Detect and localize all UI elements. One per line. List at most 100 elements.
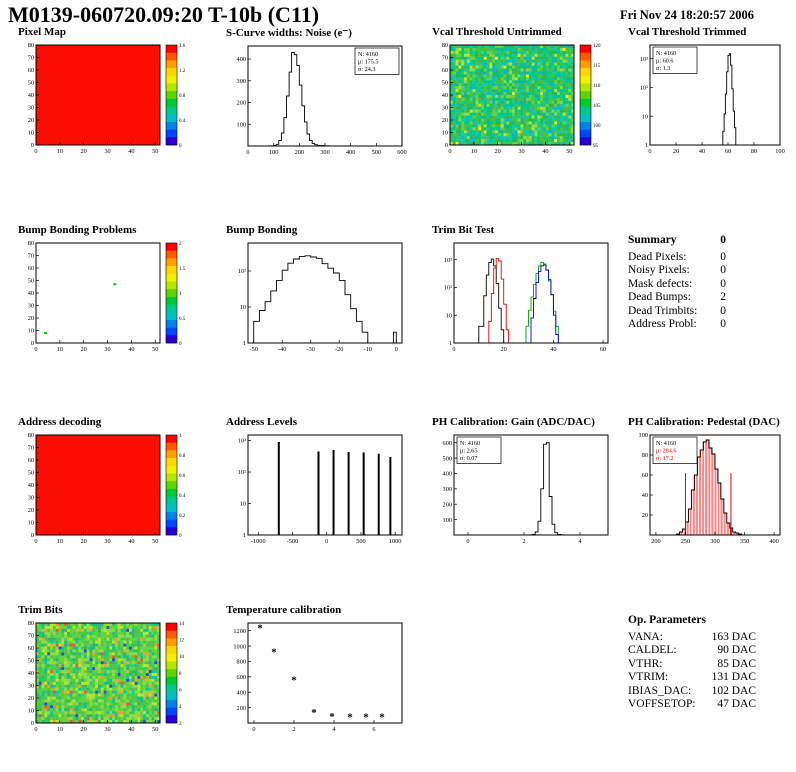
svg-text:0.8: 0.8: [179, 94, 186, 99]
svg-text:40: 40: [442, 92, 448, 99]
chart-title: Trim Bit Test: [432, 224, 495, 236]
op-value: 163 DAC: [711, 630, 756, 643]
svg-text:0.8: 0.8: [179, 454, 186, 459]
svg-text:6: 6: [179, 688, 182, 693]
svg-text:50: 50: [566, 148, 572, 155]
svg-text:-20: -20: [335, 346, 343, 353]
svg-text:10: 10: [28, 130, 34, 137]
svg-text:*: *: [363, 711, 369, 723]
svg-text:0.6: 0.6: [179, 474, 186, 479]
op-row-vthr: VTHR: 85 DAC: [628, 658, 756, 672]
svg-text:50: 50: [28, 80, 34, 87]
svg-text:30: 30: [104, 538, 110, 545]
summary-label: Dead Pixels:: [628, 250, 687, 263]
svg-text:50: 50: [28, 278, 34, 285]
svg-text:70: 70: [28, 253, 34, 260]
svg-text:N: 4160: N: 4160: [656, 50, 676, 57]
svg-text:14: 14: [179, 622, 185, 627]
svg-text:20: 20: [28, 695, 34, 702]
svg-text:20: 20: [81, 726, 87, 733]
op-label: VANA:: [628, 630, 663, 643]
svg-text:200: 200: [237, 100, 246, 107]
svg-text:100: 100: [593, 124, 601, 129]
svg-text:10³: 10³: [238, 438, 246, 445]
panel-vcal-untrimmed: Vcal Threshold Untrimmed 120 115 110 105 100…: [424, 26, 614, 157]
svg-text:400: 400: [237, 56, 246, 63]
summary-label: Dead Trimbits:: [628, 304, 698, 317]
panel-address-decoding: Address decoding 1 0.8 0.6 0.4 0.2 0 0 10 20 30 40…: [10, 416, 200, 547]
summary-row-mask-defects: Mask defects: 0: [628, 278, 726, 292]
summary-value: 0: [720, 250, 726, 263]
svg-text:60: 60: [725, 148, 731, 155]
svg-text:300: 300: [443, 486, 452, 493]
summary-row-dead-bumps: Dead Bumps: 2: [628, 291, 726, 305]
svg-text:0: 0: [179, 534, 182, 539]
svg-text:1: 1: [449, 340, 452, 347]
svg-text:20: 20: [81, 148, 87, 155]
svg-text:1: 1: [243, 340, 246, 347]
svg-text:1200: 1200: [233, 628, 246, 635]
panel-bump-bonding: Bump Bonding -50 -40 -30 -20 -10 0 1 10 10²: [218, 224, 408, 355]
svg-text:600: 600: [237, 674, 246, 681]
chart-title: Pixel Map: [18, 26, 66, 38]
svg-text:*: *: [271, 646, 277, 658]
svg-text:500: 500: [372, 149, 381, 156]
chart-title: PH Calibration: Pedestal (DAC): [628, 416, 780, 428]
svg-text:8: 8: [179, 672, 182, 677]
svg-text:40: 40: [128, 538, 134, 545]
summary-value: 2: [720, 291, 726, 303]
svg-text:60: 60: [600, 346, 606, 353]
svg-text:10: 10: [642, 113, 648, 120]
svg-text:*: *: [257, 623, 263, 635]
op-value: 102 DAC: [711, 684, 756, 697]
svg-text:10²: 10²: [444, 285, 452, 292]
svg-text:350: 350: [740, 538, 749, 545]
op-label: IBIAS_DAC:: [628, 684, 692, 697]
svg-text:70: 70: [442, 55, 448, 62]
svg-text:10: 10: [442, 130, 448, 137]
svg-text:0.4: 0.4: [179, 119, 186, 124]
svg-text:600: 600: [443, 440, 452, 447]
pixel-map-plot: 1.61.20.80.400 10 20 30 40 500102030405060708…: [28, 42, 186, 155]
svg-text:60: 60: [28, 67, 34, 74]
svg-text:20: 20: [81, 538, 87, 545]
svg-text:0: 0: [179, 144, 182, 149]
vcal-untrimmed-plot: 120 115 110 105 100 95 0 10 20 30 40 50 0 10 20 30 40 50 6…: [442, 42, 601, 155]
svg-text:50: 50: [152, 538, 158, 545]
svg-text:110: 110: [593, 84, 601, 89]
svg-text:200: 200: [237, 705, 246, 712]
svg-text:10: 10: [57, 538, 63, 545]
op-row-vana: VANA: 163 DAC: [628, 631, 756, 645]
svg-text:80: 80: [642, 452, 648, 459]
svg-text:30: 30: [518, 148, 524, 155]
svg-text:0: 0: [34, 346, 37, 353]
svg-text:-1000: -1000: [251, 538, 266, 545]
svg-text:100: 100: [443, 517, 452, 524]
svg-text:100: 100: [237, 121, 246, 128]
svg-text:μ: 284.6: μ: 284.6: [656, 448, 677, 455]
svg-text:60: 60: [28, 457, 34, 464]
chart-title: Bump Bonding Problems: [18, 224, 137, 236]
svg-text:20: 20: [81, 346, 87, 353]
svg-text:1.6: 1.6: [179, 44, 186, 49]
svg-text:N: 4160: N: 4160: [656, 440, 676, 447]
svg-text:4: 4: [179, 705, 182, 710]
svg-text:10²: 10²: [238, 268, 246, 275]
svg-text:0.4: 0.4: [179, 494, 186, 499]
summary-label: Noisy Pixels:: [628, 264, 690, 276]
svg-text:80: 80: [28, 432, 34, 439]
summary-label: Mask defects:: [628, 277, 693, 290]
svg-text:115: 115: [593, 64, 601, 69]
svg-text:200: 200: [651, 538, 660, 545]
op-parameters-panel: Op. Parameters VANA: 163 DAC CALDEL: 90 …: [628, 614, 756, 712]
svg-text:400: 400: [346, 149, 355, 156]
svg-text:10: 10: [471, 148, 477, 155]
panel-bump-problems: Bump Bonding Problems 2 1.5 1 0.5 0 0 10 20 30 40…: [10, 224, 200, 355]
panel-pixel-map: Pixel Map 1.6 1.2 0.8 0.4 0 0 10 20 30 40 50 0 10 20 3…: [10, 26, 200, 157]
svg-text:105: 105: [593, 104, 601, 109]
svg-text:1: 1: [243, 532, 246, 539]
svg-text:μ: 175.5: μ: 175.5: [358, 59, 379, 66]
svg-text:200: 200: [443, 501, 452, 508]
